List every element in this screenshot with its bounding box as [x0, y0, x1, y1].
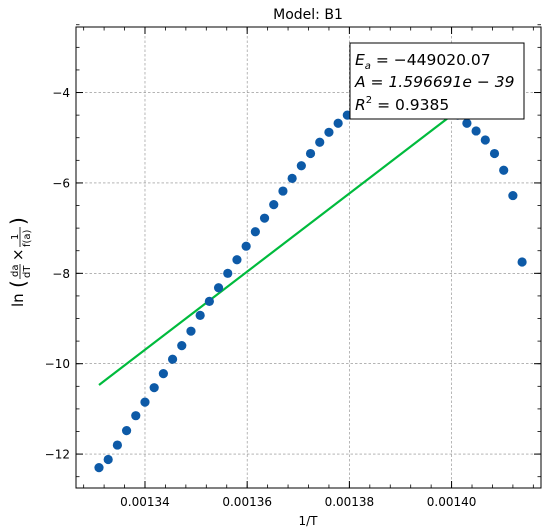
tick-labels: 0.00134 0.00136 0.00138 0.00140 −12 −10 −8 −6 −4 [45, 86, 477, 509]
data-point [149, 383, 159, 393]
y-axis-label: ln ( da dT × 1 f(a) ) [6, 217, 33, 307]
data-point [186, 326, 196, 336]
y-tick-label: −6 [52, 176, 70, 190]
data-point [167, 354, 178, 364]
data-point [121, 426, 132, 436]
svg-text:(: ( [6, 280, 30, 288]
data-point [480, 135, 490, 145]
data-point [103, 454, 113, 465]
data-point [517, 257, 527, 267]
data-point [269, 200, 279, 210]
data-point [324, 127, 334, 137]
data-point [140, 397, 150, 407]
data-point [508, 190, 518, 201]
annotation-line-ea: Ea = −449020.07 [355, 51, 491, 72]
data-point [499, 165, 509, 175]
fit-annotation: Ea = −449020.07 A = 1.596691e − 39 R2 = … [349, 42, 525, 120]
svg-text:da: da [10, 265, 21, 277]
y-tick-label: −8 [52, 267, 70, 281]
svg-text:1: 1 [10, 234, 21, 240]
data-point [259, 213, 270, 223]
svg-text:dT: dT [22, 265, 33, 278]
data-point [296, 161, 306, 171]
data-point [315, 137, 325, 147]
data-point [333, 118, 343, 128]
axis-ticks [76, 24, 541, 488]
x-tick-label: 0.00134 [120, 495, 170, 509]
y-tick-label: −4 [52, 86, 70, 100]
data-point [471, 126, 481, 136]
data-point [305, 148, 316, 159]
data-point [462, 118, 472, 128]
x-tick-label: 0.00136 [222, 495, 272, 509]
annotation-line-r2: R2 = 0.9385 [355, 95, 449, 114]
svg-text:ln: ln [9, 293, 27, 307]
x-tick-label: 0.00140 [427, 495, 477, 509]
svg-text:): ) [6, 217, 30, 225]
x-tick-label: 0.00138 [325, 495, 375, 509]
data-point [287, 173, 297, 184]
data-point [112, 440, 122, 450]
data-point [241, 241, 251, 251]
data-point [213, 283, 224, 293]
data-point [177, 341, 187, 351]
data-point [158, 369, 168, 379]
annotation-line-a: A = 1.596691e − 39 [354, 73, 515, 91]
data-point [195, 310, 205, 320]
data-point [232, 255, 242, 265]
data-point [94, 463, 104, 473]
data-point [489, 148, 500, 159]
data-point [204, 296, 214, 306]
annotation-box [349, 42, 525, 120]
x-axis-label: 1/T [298, 514, 318, 528]
data-point [223, 268, 233, 278]
data-point [250, 227, 260, 237]
fit-line [98, 100, 471, 386]
svg-text:×: × [9, 248, 27, 261]
chart-title: Model: B1 [273, 7, 343, 23]
y-tick-label: −10 [45, 357, 70, 371]
svg-text:f(a): f(a) [22, 229, 33, 247]
data-point [278, 186, 288, 196]
y-tick-label: −12 [45, 448, 70, 462]
data-point [131, 411, 141, 421]
